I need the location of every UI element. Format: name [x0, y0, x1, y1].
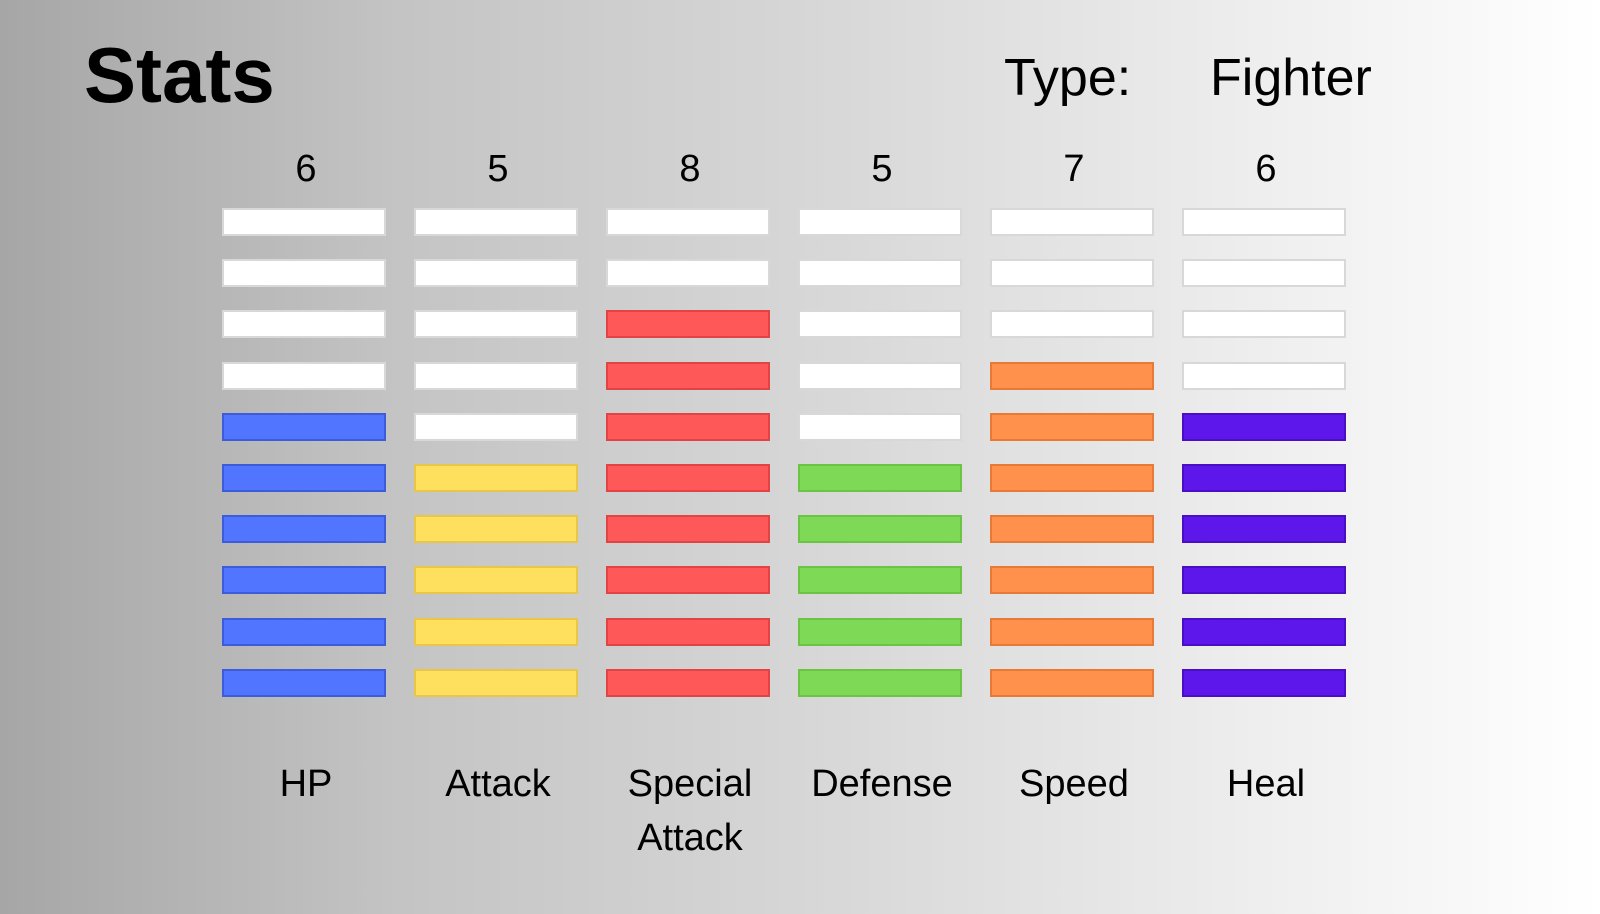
stat-value: 5 — [871, 148, 893, 190]
type-value: Fighter — [1210, 49, 1372, 107]
stat-bar-segment — [414, 310, 578, 338]
stat-bar-segment — [414, 618, 578, 646]
stat-bar-segment — [606, 208, 770, 236]
stat-value: 7 — [1063, 148, 1085, 190]
stat-bar-segment — [414, 669, 578, 697]
stat-bar-segment — [606, 618, 770, 646]
stat-bar-segment — [222, 208, 386, 236]
stat-value: 6 — [1255, 148, 1277, 190]
stat-bar-segment — [1182, 464, 1346, 492]
stat-name: Defense — [811, 763, 953, 805]
stat-bar-segment — [798, 515, 962, 543]
stat-bar-segment — [798, 669, 962, 697]
stat-bar-segment — [414, 259, 578, 287]
stat-bar-segment — [990, 208, 1154, 236]
stat-bar-segment — [1182, 362, 1346, 390]
stat-bar-segment — [222, 362, 386, 390]
stat-bar-segment — [1182, 515, 1346, 543]
stat-bar-segment — [222, 464, 386, 492]
stat-name: HP — [279, 763, 333, 805]
stat-name: Speed — [1019, 763, 1129, 805]
stat-bar-segment — [1182, 618, 1346, 646]
stat-bar-segment — [798, 464, 962, 492]
stat-bar-segment — [606, 413, 770, 441]
stat-bar-segment — [222, 259, 386, 287]
stat-bar-segment — [414, 566, 578, 594]
stat-bar-segment — [798, 310, 962, 338]
stat-bar-segment — [222, 618, 386, 646]
stat-bar-segment — [798, 259, 962, 287]
stat-name: Special Attack — [627, 763, 753, 859]
stat-bar-segment — [414, 464, 578, 492]
stat-bar-segment — [222, 515, 386, 543]
stat-value: 6 — [295, 148, 317, 190]
stat-bar-segment — [222, 566, 386, 594]
stat-bar-segment — [1182, 259, 1346, 287]
stat-bar-segment — [414, 362, 578, 390]
stat-bar-segment — [990, 362, 1154, 390]
stat-bar-segment — [1182, 413, 1346, 441]
stat-bar-segment — [1182, 208, 1346, 236]
stat-bar-segment — [990, 464, 1154, 492]
stat-name: Attack — [445, 763, 551, 805]
stat-bar-segment — [606, 464, 770, 492]
stat-bar-segment — [990, 413, 1154, 441]
stat-bar-segment — [798, 566, 962, 594]
stat-bar-segment — [1182, 566, 1346, 594]
stat-bar-segment — [222, 413, 386, 441]
stat-bar-segment — [414, 208, 578, 236]
stat-bar-segment — [798, 362, 962, 390]
stat-bar-segment — [798, 413, 962, 441]
stats-title: Stats — [84, 31, 275, 119]
stat-bar-segment — [606, 566, 770, 594]
stat-value: 5 — [487, 148, 509, 190]
stat-bar-segment — [990, 669, 1154, 697]
stat-bar-segment — [990, 515, 1154, 543]
stat-bar-segment — [414, 515, 578, 543]
stat-bar-segment — [990, 310, 1154, 338]
stat-bar-segment — [606, 362, 770, 390]
stat-bar-segment — [414, 413, 578, 441]
stat-bar-segment — [606, 669, 770, 697]
stat-bar-segment — [990, 259, 1154, 287]
stat-bar-segment — [606, 310, 770, 338]
stat-name: Heal — [1226, 763, 1306, 805]
stat-bar-segment — [606, 259, 770, 287]
stat-bar-segment — [798, 208, 962, 236]
stat-bar-segment — [1182, 669, 1346, 697]
type-label: Type: — [1004, 49, 1132, 107]
stat-bar-segment — [990, 566, 1154, 594]
stat-bar-segment — [222, 669, 386, 697]
stat-value: 8 — [679, 148, 701, 190]
stat-bar-segment — [1182, 310, 1346, 338]
stat-bar-segment — [222, 310, 386, 338]
stat-bar-segment — [990, 618, 1154, 646]
stat-bar-segment — [606, 515, 770, 543]
stat-bar-segment — [798, 618, 962, 646]
